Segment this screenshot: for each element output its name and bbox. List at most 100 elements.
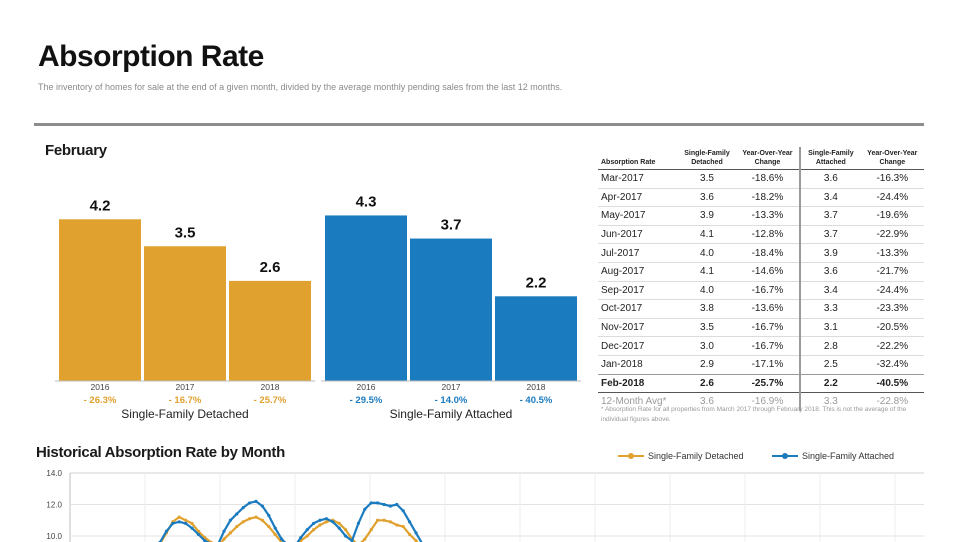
table-row: Mar-2017 3.5 -18.6% 3.6 -16.3%	[598, 169, 924, 189]
table-row: Dec-2017 3.0 -16.7% 2.8 -22.2%	[598, 336, 924, 356]
table-cell: 3.0	[678, 336, 736, 356]
table-cell: 4.0	[678, 243, 736, 263]
section-divider	[34, 123, 924, 126]
table-cell: -22.9%	[860, 224, 924, 244]
table-cell: 4.1	[678, 261, 736, 282]
page-title: Absorption Rate	[38, 40, 264, 73]
table-cell: Jan-2018	[598, 354, 679, 375]
table-row: Oct-2017 3.8 -13.6% 3.3 -23.3%	[598, 299, 924, 319]
series-point	[171, 521, 175, 525]
table-cell: -21.7%	[860, 261, 924, 282]
table-body: Mar-2017 3.5 -18.6% 3.6 -16.3% Apr-2017 3.6 -18…	[598, 169, 924, 411]
table-cell: -24.4%	[860, 280, 924, 300]
series-point	[228, 518, 232, 522]
series-point	[401, 509, 405, 513]
bar-group-label: Single-Family Detached	[121, 407, 248, 421]
series-point	[222, 529, 226, 533]
series-point	[388, 504, 392, 508]
bar-change-label: - 25.7%	[254, 395, 287, 406]
bar-change-label: - 26.3%	[84, 395, 117, 406]
bar-value-label: 2.6	[260, 259, 281, 276]
table-cell: 3.7	[799, 224, 861, 244]
absorption-table: Absorption Rate Single-Family Detached Y…	[598, 147, 924, 411]
table-cell: -22.8%	[860, 392, 924, 411]
series-point	[273, 526, 277, 530]
bar-value-label: 3.7	[441, 217, 462, 234]
series-point	[305, 534, 309, 538]
series-point	[235, 524, 239, 529]
table-cell: -17.1%	[735, 354, 801, 375]
series-line-detached	[159, 515, 419, 542]
header-absorption-rate: Absorption Rate	[598, 147, 679, 170]
table-cell: -18.6%	[735, 169, 801, 189]
bar-attached-2016	[325, 215, 407, 381]
series-point	[324, 520, 328, 524]
table-cell: -18.4%	[735, 243, 801, 263]
bar-category-label: 2016	[91, 382, 110, 392]
table-cell: -16.3%	[860, 169, 924, 189]
series-point	[363, 537, 367, 541]
series-point	[184, 521, 188, 525]
bar-category-label: 2018	[527, 382, 546, 392]
y-tick-label: 12.0	[46, 501, 62, 510]
series-point	[260, 504, 264, 508]
table-cell: -24.4%	[860, 187, 924, 207]
table-cell: 3.6	[799, 169, 861, 189]
table-cell: -32.4%	[860, 354, 924, 375]
table-cell: Sep-2017	[598, 280, 679, 300]
header-sfa-yoy: Year-Over-Year Change	[860, 147, 924, 170]
bar-value-label: 2.2	[526, 274, 547, 291]
table-cell: Mar-2017	[598, 169, 679, 189]
table-cell: -22.2%	[860, 336, 924, 356]
series-point	[228, 531, 232, 535]
table-cell: May-2017	[598, 206, 679, 226]
table-cell: -13.6%	[735, 299, 801, 319]
table-cell: 2.8	[799, 336, 861, 356]
table-cell: 12-Month Avg*	[598, 392, 679, 411]
series-point	[235, 512, 239, 516]
bar-category-label: 2016	[357, 382, 376, 392]
table-cell: -18.2%	[735, 187, 801, 207]
table-cell: 3.9	[799, 243, 861, 263]
table-cell: Jun-2017	[598, 224, 679, 244]
series-point	[260, 518, 264, 522]
series-point	[280, 537, 284, 541]
table-avg-row: 12-Month Avg* 3.6 -16.9% 3.3 -22.8%	[598, 392, 924, 411]
table-row: Sep-2017 4.0 -16.7% 3.4 -24.4%	[598, 280, 924, 300]
table-cell: -40.5%	[860, 373, 924, 393]
table-row: May-2017 3.9 -13.3% 3.7 -19.6%	[598, 206, 924, 226]
series-point	[363, 507, 367, 511]
series-point	[177, 520, 181, 524]
series-point	[312, 521, 316, 525]
table-cell: 3.5	[678, 169, 736, 189]
line-chart: 14.0 12.0 10.0	[46, 469, 924, 542]
series-point	[408, 520, 412, 524]
table-cell: -16.7%	[735, 336, 801, 356]
table-cell: 3.6	[799, 261, 861, 282]
page-subtitle: The inventory of homes for sale at the e…	[38, 82, 563, 92]
table-cell: Nov-2017	[598, 317, 679, 337]
table-cell: -12.8%	[735, 224, 801, 244]
bar-value-label: 3.5	[175, 224, 196, 241]
series-point	[382, 502, 386, 507]
series-point	[273, 532, 277, 537]
table-cell: 2.2	[799, 373, 861, 393]
series-point	[401, 524, 405, 529]
series-point	[344, 528, 348, 532]
series-point	[254, 499, 258, 503]
bar-chart-title: February	[45, 142, 107, 159]
table-footnote: * Absorption Rate for all properties fro…	[601, 406, 907, 423]
series-point	[254, 515, 258, 519]
table-cell: 3.7	[799, 206, 861, 226]
table-cell: Aug-2017	[598, 261, 679, 282]
table-cell: -16.7%	[735, 317, 801, 337]
table-row: Jul-2017 4.0 -18.4% 3.9 -13.3%	[598, 243, 924, 263]
series-point	[324, 517, 328, 521]
table-cell: 3.8	[678, 299, 736, 319]
table-cell: 3.9	[678, 206, 736, 226]
series-point	[267, 513, 271, 518]
legend-line-attached	[772, 453, 798, 459]
series-point	[376, 518, 380, 522]
bar-detached-2017	[144, 246, 226, 381]
table-cell: Dec-2017	[598, 336, 679, 356]
